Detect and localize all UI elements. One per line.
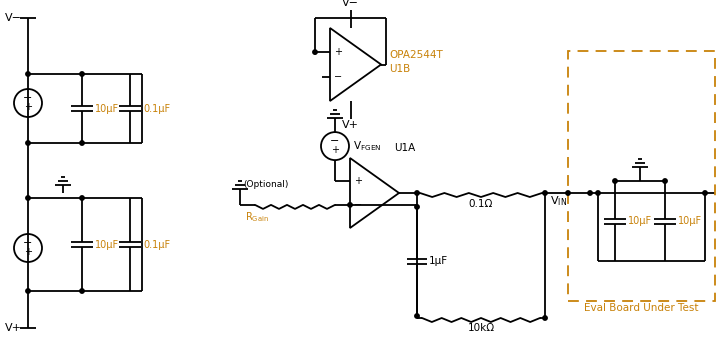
Text: −: − <box>23 238 33 248</box>
Circle shape <box>26 196 30 200</box>
Circle shape <box>26 141 30 145</box>
Circle shape <box>348 203 352 207</box>
Text: Eval Board Under Test: Eval Board Under Test <box>584 303 699 313</box>
Circle shape <box>415 314 419 318</box>
Circle shape <box>80 141 84 145</box>
Text: (Optional): (Optional) <box>243 180 289 189</box>
Text: +: + <box>331 145 339 155</box>
Text: 10μF: 10μF <box>678 216 702 226</box>
Text: V$_\mathregular{FGEN}$: V$_\mathregular{FGEN}$ <box>353 139 381 153</box>
Circle shape <box>415 205 419 209</box>
Circle shape <box>703 191 707 195</box>
Circle shape <box>543 316 547 320</box>
Text: −: − <box>331 136 340 146</box>
Text: OPA2544T: OPA2544T <box>389 51 443 61</box>
Text: 0.1μF: 0.1μF <box>143 239 170 249</box>
Text: 0.1μF: 0.1μF <box>143 103 170 113</box>
Circle shape <box>26 72 30 76</box>
Text: +: + <box>354 176 362 186</box>
Bar <box>568 51 715 301</box>
Circle shape <box>312 50 318 54</box>
Circle shape <box>415 191 419 195</box>
Text: 10μF: 10μF <box>628 216 652 226</box>
Text: −: − <box>23 93 33 103</box>
Circle shape <box>588 191 592 195</box>
Circle shape <box>80 289 84 293</box>
Text: U1B: U1B <box>389 64 410 74</box>
Circle shape <box>543 191 547 195</box>
Circle shape <box>663 179 667 183</box>
Text: 0.1Ω: 0.1Ω <box>469 199 493 209</box>
Text: −: − <box>354 200 362 210</box>
Text: +: + <box>24 102 32 112</box>
Text: 1μF: 1μF <box>429 256 448 266</box>
Circle shape <box>613 179 617 183</box>
Text: −: − <box>334 72 342 82</box>
Text: 10μF: 10μF <box>95 103 119 113</box>
Text: 10μF: 10μF <box>95 239 119 249</box>
Circle shape <box>80 72 84 76</box>
Text: U1A: U1A <box>394 143 415 153</box>
Text: +: + <box>334 47 342 57</box>
Text: V−: V− <box>5 13 22 23</box>
Text: 10kΩ: 10kΩ <box>468 323 494 333</box>
Text: V−: V− <box>342 0 359 8</box>
Circle shape <box>596 191 600 195</box>
Circle shape <box>26 289 30 293</box>
Text: V$_\mathregular{IN}$: V$_\mathregular{IN}$ <box>550 194 567 208</box>
Text: +: + <box>24 247 32 257</box>
Circle shape <box>80 196 84 200</box>
Text: R$_\mathregular{Gain}$: R$_\mathregular{Gain}$ <box>245 210 269 224</box>
Text: V+: V+ <box>5 323 22 333</box>
Circle shape <box>566 191 570 195</box>
Text: V+: V+ <box>342 120 359 130</box>
